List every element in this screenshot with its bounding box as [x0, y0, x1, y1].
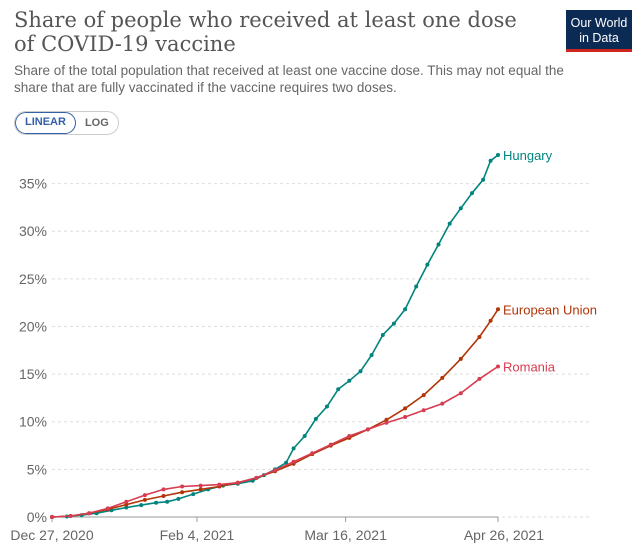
data-point: [403, 406, 408, 411]
data-point: [440, 375, 445, 380]
data-point: [198, 487, 203, 492]
series-label: Hungary: [503, 148, 553, 163]
data-point: [217, 482, 222, 487]
gridlines: [52, 183, 590, 518]
data-point: [198, 483, 203, 488]
data-point: [403, 415, 408, 419]
data-point: [105, 506, 110, 511]
data-point: [313, 416, 318, 421]
data-point: [124, 505, 129, 510]
data-point: [273, 468, 277, 473]
data-point: [180, 484, 185, 489]
data-point: [496, 364, 500, 369]
data-point: [380, 333, 385, 337]
data-point: [391, 321, 396, 326]
data-point: [470, 191, 474, 196]
data-point: [176, 496, 181, 501]
data-point: [458, 206, 463, 211]
data-point: [165, 499, 170, 504]
data-point: [124, 499, 129, 504]
y-tick-label: 20%: [19, 318, 47, 334]
x-axis-ticks: Dec 27, 2020 Feb 4, 2021 Mar 16, 2021 Apr 2…: [10, 516, 544, 543]
x-tick-label: Mar 16, 2021: [304, 527, 387, 543]
data-point: [235, 480, 240, 485]
data-point: [68, 514, 73, 518]
data-point: [481, 177, 486, 182]
data-point: [291, 446, 296, 451]
data-point: [154, 500, 159, 505]
data-point: [421, 408, 426, 413]
log-scale-button[interactable]: LOG: [84, 117, 109, 129]
data-point: [284, 460, 289, 465]
data-point: [310, 451, 315, 456]
data-point: [191, 492, 196, 497]
data-point: [447, 221, 452, 226]
scale-toggle: LINEAR LOG: [14, 111, 119, 135]
chart-title: Share of people who received at least on…: [14, 8, 517, 56]
data-point: [328, 442, 333, 447]
data-point: [302, 434, 307, 438]
y-tick-label: 30%: [19, 223, 47, 239]
data-point: [325, 404, 329, 409]
data-point: [50, 515, 54, 519]
data-point: [496, 153, 500, 157]
series-line-hungary[interactable]: [51, 154, 499, 518]
data-point: [336, 387, 341, 392]
data-point: [488, 318, 493, 323]
x-tick-label: Dec 27, 2020: [10, 527, 93, 543]
data-point: [477, 376, 482, 381]
y-tick-label: 25%: [19, 271, 47, 287]
series-labels: Hungary European Union Romania: [503, 148, 597, 374]
logo-accent-bar: [566, 49, 632, 52]
y-tick-label: 0%: [27, 509, 47, 525]
data-point: [87, 511, 92, 516]
series-label: European Union: [503, 302, 597, 317]
data-point: [358, 369, 363, 374]
y-axis-ticks: 0% 5% 10% 15% 20% 25% 30% 35%: [19, 176, 47, 525]
series-line-european-union[interactable]: [51, 308, 499, 518]
data-point: [384, 417, 389, 422]
data-point: [403, 307, 408, 312]
data-point: [496, 307, 500, 312]
x-tick-label: Feb 4, 2021: [160, 527, 235, 543]
data-point: [369, 353, 374, 358]
data-point: [425, 262, 430, 267]
series-lines: [50, 153, 500, 519]
data-point: [142, 497, 147, 502]
series-label: Romania: [503, 359, 556, 374]
data-point: [414, 284, 419, 289]
data-point: [477, 335, 482, 339]
data-point: [440, 401, 445, 406]
data-point: [347, 434, 352, 438]
y-tick-label: 5%: [27, 461, 47, 477]
data-point: [458, 391, 463, 396]
data-point: [291, 459, 296, 464]
y-tick-label: 35%: [19, 176, 47, 192]
data-point: [161, 487, 166, 492]
data-point: [347, 378, 352, 383]
y-tick-label: 15%: [19, 366, 47, 382]
logo-line-2: in Data: [579, 31, 619, 45]
data-point: [458, 356, 463, 361]
data-point: [421, 393, 426, 398]
chart-subtitle: Share of the total population that recei…: [14, 63, 564, 95]
y-tick-label: 10%: [19, 414, 47, 430]
data-point: [384, 420, 389, 425]
data-point: [365, 427, 370, 432]
data-point: [161, 494, 166, 498]
data-point: [139, 503, 144, 508]
logo-line-1: Our World: [570, 16, 628, 30]
x-tick-label: Apr 26, 2021: [464, 527, 544, 543]
data-point: [142, 493, 147, 498]
linear-scale-button[interactable]: LINEAR: [15, 112, 76, 134]
data-point: [124, 502, 129, 507]
data-point: [180, 490, 185, 495]
owid-logo[interactable]: Our World in Data: [566, 10, 632, 52]
data-point: [488, 158, 493, 163]
data-point: [436, 242, 441, 247]
data-point: [254, 475, 259, 480]
